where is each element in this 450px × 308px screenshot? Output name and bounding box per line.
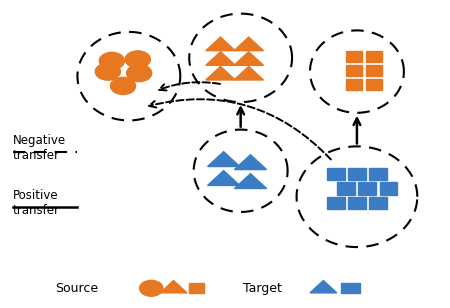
Polygon shape — [346, 65, 362, 76]
Text: Negative
transfer: Negative transfer — [13, 134, 66, 162]
Polygon shape — [207, 171, 240, 185]
Polygon shape — [207, 152, 240, 167]
Text: Target: Target — [243, 282, 282, 295]
Polygon shape — [234, 52, 263, 65]
Polygon shape — [346, 51, 362, 63]
Polygon shape — [338, 182, 356, 195]
Polygon shape — [366, 51, 382, 63]
Polygon shape — [189, 283, 203, 293]
Polygon shape — [206, 52, 235, 65]
Polygon shape — [206, 67, 235, 80]
Polygon shape — [369, 197, 387, 209]
Polygon shape — [234, 174, 266, 188]
Polygon shape — [348, 168, 366, 180]
Polygon shape — [160, 281, 187, 293]
Polygon shape — [327, 197, 345, 209]
Circle shape — [140, 280, 163, 296]
Polygon shape — [234, 37, 263, 51]
Polygon shape — [348, 197, 366, 209]
Polygon shape — [359, 182, 376, 195]
Polygon shape — [341, 283, 360, 293]
Polygon shape — [206, 37, 235, 51]
Polygon shape — [234, 155, 266, 170]
Polygon shape — [310, 281, 337, 293]
Circle shape — [99, 52, 124, 69]
Circle shape — [126, 65, 152, 82]
Text: Positive
transfer: Positive transfer — [13, 189, 59, 217]
Polygon shape — [327, 168, 345, 180]
Circle shape — [95, 63, 120, 80]
Polygon shape — [366, 79, 382, 90]
Polygon shape — [366, 65, 382, 76]
Polygon shape — [379, 182, 397, 195]
Circle shape — [111, 77, 135, 95]
Text: Source: Source — [55, 282, 98, 295]
Polygon shape — [369, 168, 387, 180]
Polygon shape — [234, 67, 263, 80]
Circle shape — [125, 51, 150, 68]
Polygon shape — [346, 79, 362, 90]
